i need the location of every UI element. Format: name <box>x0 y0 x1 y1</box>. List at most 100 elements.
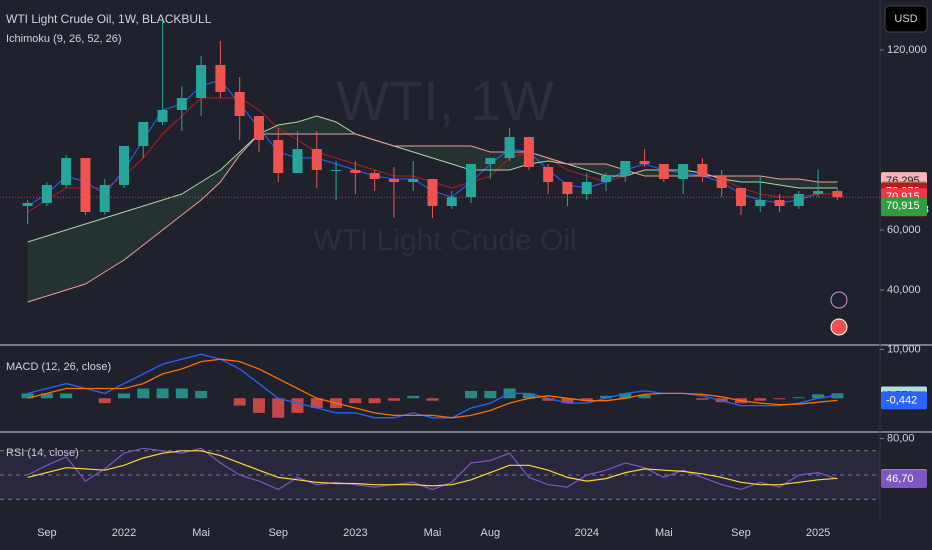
macd-line <box>27 353 838 419</box>
x-tick-label: Mai <box>192 527 210 539</box>
indicator-label: RSI (14, close) <box>6 447 79 459</box>
candle-body <box>157 110 168 122</box>
candle-body <box>369 173 380 179</box>
histogram-bar <box>272 398 285 418</box>
price-tag-label: -0,442 <box>886 394 917 406</box>
histogram-bar <box>156 388 169 399</box>
event-icon[interactable] <box>830 318 848 336</box>
histogram-bar <box>426 398 439 401</box>
ichimoku-cloud <box>27 116 838 302</box>
candle-body <box>543 167 554 182</box>
histogram-bar <box>600 395 612 399</box>
candle-body <box>350 170 361 173</box>
price-tag <box>881 470 927 488</box>
candle-body <box>620 161 631 176</box>
histogram-bar <box>773 398 786 400</box>
candle-body <box>234 92 245 116</box>
candle-body <box>697 164 708 176</box>
histogram-bar <box>580 398 593 401</box>
x-tick-label: Sep <box>37 527 57 539</box>
histogram-bar <box>465 390 478 399</box>
histogram-bar <box>754 398 767 401</box>
histogram-bar <box>484 390 497 399</box>
candle-body <box>99 185 110 212</box>
candle-body <box>41 185 52 203</box>
candle-body <box>119 146 129 185</box>
histogram-bar <box>233 398 246 406</box>
histogram-bar <box>195 390 208 399</box>
candle-body <box>601 176 611 182</box>
histogram-bar <box>98 398 111 404</box>
histogram-bar <box>291 398 304 413</box>
chart-title: WTI Light Crude Oil, 1W, BLACKBULL <box>6 12 212 26</box>
candle-body <box>446 197 457 206</box>
candle-body <box>22 203 33 206</box>
candle-body <box>523 137 534 167</box>
candle-body <box>138 122 149 146</box>
candle-body <box>80 158 91 212</box>
candle-body <box>658 164 669 179</box>
rsi-line <box>27 450 838 487</box>
histogram-bar <box>638 394 651 399</box>
x-tick-label: Sep <box>268 527 288 539</box>
watermark: WTI, 1W <box>336 69 554 132</box>
histogram-bar <box>696 398 709 400</box>
currency-label[interactable]: USD <box>894 13 917 25</box>
watermark-subtitle: WTI Light Crude Oil <box>313 224 576 257</box>
histogram-bar <box>252 398 265 413</box>
price-tag-label: 70,915 <box>886 200 920 212</box>
candle-body <box>273 140 284 173</box>
candle-body <box>793 194 804 206</box>
histogram-bar <box>40 393 53 399</box>
x-tick-label: Mai <box>655 527 673 539</box>
candle-body <box>408 179 419 182</box>
x-tick-label: 2022 <box>112 527 136 539</box>
x-tick-label: 2024 <box>574 527 598 539</box>
histogram-bar <box>21 393 34 399</box>
candle-body <box>562 182 573 194</box>
y-tick-label: 60,000 <box>887 224 921 236</box>
candle-body <box>61 158 72 185</box>
price-tag <box>881 391 927 410</box>
rsi-line <box>27 447 838 491</box>
candle-body <box>388 179 399 182</box>
candle-body <box>678 164 689 179</box>
y-tick-label: 80,00 <box>887 433 915 445</box>
y-tick-label: 10,000 <box>887 343 921 355</box>
histogram-bar <box>387 398 400 401</box>
histogram-bar <box>60 393 73 399</box>
candle-body <box>485 158 496 164</box>
candle-body <box>215 65 226 92</box>
candle-body <box>331 170 342 171</box>
candle-body <box>755 200 766 206</box>
event-icon[interactable] <box>830 291 848 309</box>
indicator-label: Ichimoku (9, 26, 52, 26) <box>6 33 122 45</box>
histogram-bar <box>118 393 130 399</box>
histogram-bar <box>368 398 381 404</box>
x-tick-label: Aug <box>481 527 501 539</box>
candle-body <box>774 200 785 206</box>
y-tick-label: 40,000 <box>887 284 921 296</box>
x-tick-label: Mai <box>424 527 442 539</box>
histogram-bar <box>310 398 323 409</box>
candle-body <box>735 188 746 206</box>
candle-body <box>311 149 322 170</box>
candle-body <box>639 161 650 164</box>
y-tick-label: 120,000 <box>887 44 927 56</box>
histogram-bar <box>812 394 825 399</box>
candle-body <box>253 116 264 140</box>
candle-body <box>196 65 207 98</box>
x-tick-label: Sep <box>731 527 751 539</box>
x-tick-label: 2025 <box>806 527 830 539</box>
histogram-bar <box>522 393 535 399</box>
currency-button[interactable] <box>884 5 928 33</box>
price-tag <box>881 197 927 216</box>
candle-body <box>176 98 187 110</box>
candle-body <box>716 176 727 188</box>
histogram-bar <box>542 398 555 401</box>
macd-line <box>27 358 838 419</box>
histogram-bar <box>175 388 188 399</box>
histogram-bar <box>137 388 150 399</box>
candle-body <box>813 191 824 194</box>
